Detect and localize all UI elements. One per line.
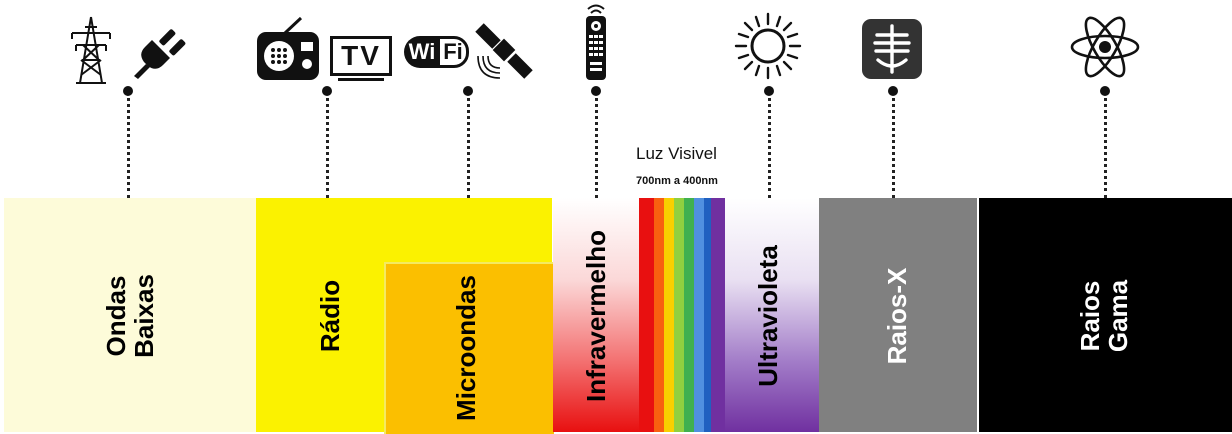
power-tower-icon	[71, 16, 111, 84]
label-microondas: Microondas	[451, 275, 481, 421]
connector-raios-gama	[1104, 91, 1107, 198]
wifi-icon: Wi Fi	[404, 36, 469, 70]
label-raios-x: Raios-X	[882, 267, 912, 365]
band-raios-gama	[979, 198, 1232, 432]
satellite-icon	[475, 23, 533, 79]
connector-ondas-baixas	[127, 91, 130, 198]
visible-stripe-violet	[711, 198, 725, 432]
connector-dot	[322, 86, 332, 96]
x-ray-icon	[862, 19, 922, 79]
remote-control-icon	[586, 4, 606, 80]
label-raios-gama: Raios Gama	[1075, 279, 1133, 353]
visible-stripe-lightgreen	[674, 198, 684, 432]
radio-icon	[257, 16, 319, 80]
label-raios-gama-line1: Raios	[1075, 280, 1105, 352]
atom-icon	[1070, 16, 1140, 78]
band-microondas	[384, 262, 554, 434]
visible-light-range: 700nm a 400nm	[636, 175, 718, 187]
wifi-left-part: Wi	[404, 36, 440, 68]
label-ultravioleta: Ultravioleta	[753, 245, 783, 387]
wifi-left-text: Wi	[408, 39, 436, 64]
visible-stripe-green	[684, 198, 694, 432]
connector-microondas	[467, 91, 470, 198]
visible-stripe-red	[639, 198, 654, 432]
sun-icon	[734, 12, 802, 80]
connector-raios-x	[892, 91, 895, 198]
connector-radio	[326, 91, 329, 198]
tv-screen: TV	[330, 36, 392, 76]
connector-dot	[463, 86, 473, 96]
connector-dot	[123, 86, 133, 96]
label-infravermelho: Infravermelho	[581, 230, 611, 402]
label-ondas-baixas-line2: Baixas	[129, 274, 159, 358]
visible-stripe-lightblue	[694, 198, 704, 432]
band-infravermelho	[553, 198, 639, 432]
band-raios-x	[819, 198, 977, 432]
tv-icon-label: TV	[341, 40, 381, 71]
visible-stripe-blue	[704, 198, 711, 432]
connector-infravermelho	[595, 91, 598, 198]
connector-dot	[888, 86, 898, 96]
wifi-right-part: Fi	[437, 36, 469, 68]
wifi-right-text: Fi	[443, 39, 463, 64]
label-raios-gama-line2: Gama	[1103, 279, 1133, 353]
tv-icon: TV	[330, 36, 392, 82]
visible-stripe-orange	[654, 198, 664, 432]
plug-icon	[134, 29, 186, 79]
visible-stripe-yellow	[664, 198, 674, 432]
band-ultravioleta	[725, 198, 819, 432]
label-radio: Rádio	[315, 279, 345, 353]
tv-stand	[338, 78, 384, 81]
label-ondas-baixas-line1: Ondas	[101, 275, 131, 357]
band-ondas-baixas	[4, 198, 256, 432]
visible-spectrum	[639, 198, 725, 432]
connector-dot	[764, 86, 774, 96]
visible-light-title: Luz Visivel	[636, 144, 717, 163]
connector-dot	[591, 86, 601, 96]
connector-ultravioleta	[768, 91, 771, 198]
label-ondas-baixas: Ondas Baixas	[101, 274, 159, 358]
connector-dot	[1100, 86, 1110, 96]
